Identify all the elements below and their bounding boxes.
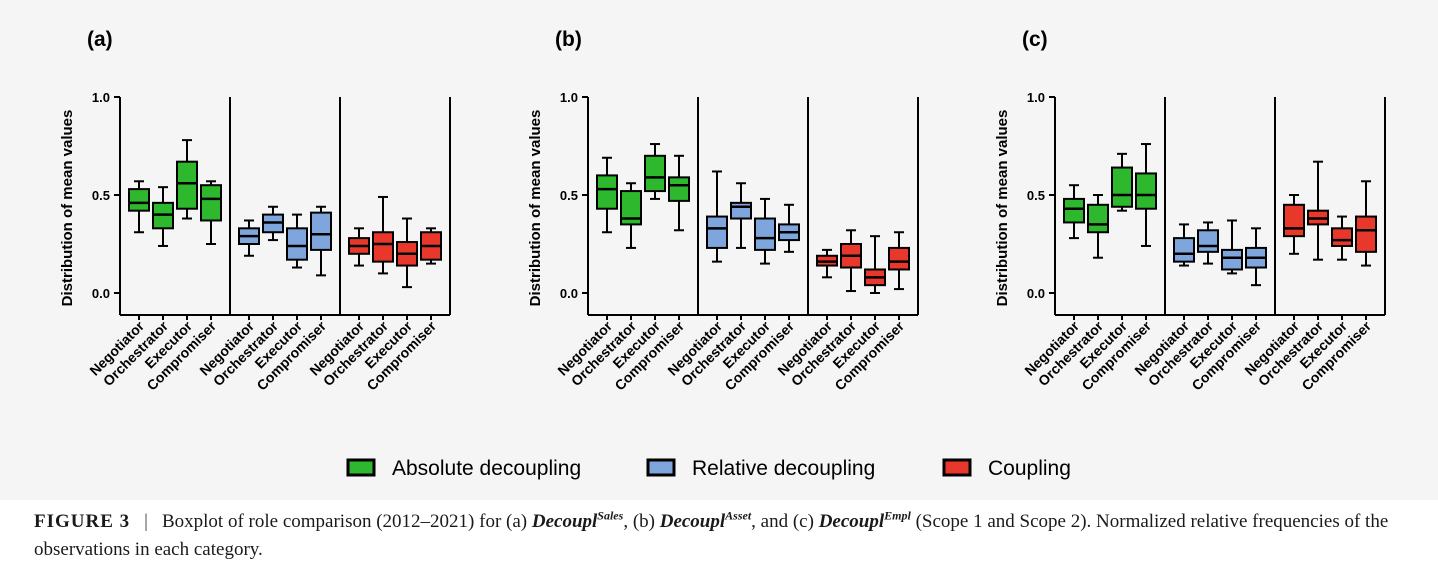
- panel-1: (a)Distribution of mean values 0.00.51.0N…: [59, 28, 451, 393]
- iqr-box: [372, 231, 394, 263]
- figure-area: (a) Distribution of mean values 0.0 0.5 1.0 N…: [59, 28, 1386, 480]
- y-tick-label: 0.5: [560, 188, 578, 203]
- iqr-box: [596, 174, 618, 210]
- y-axis-title: Distribution of mean values: [527, 110, 544, 307]
- legend-swatch: [346, 458, 376, 477]
- iqr-box: [1355, 215, 1377, 253]
- iqr-box: [668, 176, 690, 202]
- iqr-box: [310, 211, 332, 251]
- caption-text-1: Boxplot of role comparison (2012–2021) f…: [161, 511, 532, 532]
- y-axis-title: Distribution of mean values: [994, 110, 1011, 307]
- figure-caption: FIGURE 3 | Boxplot of role comparison (201…: [34, 508, 1414, 564]
- iqr-box: [176, 160, 198, 210]
- iqr-box: [754, 217, 776, 251]
- iqr-box: [1087, 203, 1109, 234]
- iqr-box: [128, 188, 150, 212]
- caption-sup-a: Sales: [597, 508, 624, 523]
- y-tick-label: 0.5: [1027, 188, 1045, 203]
- iqr-box: [888, 246, 910, 271]
- iqr-box: [1111, 166, 1133, 208]
- y-tick-label: 0.0: [1027, 286, 1045, 301]
- y-axis-title: Distribution of mean values: [59, 110, 76, 307]
- caption-text-3: , and (c): [751, 511, 819, 532]
- legend-swatch: [646, 458, 676, 477]
- caption-text-4: (Scope 1 and Scope 2). Normalized relati…: [34, 511, 1389, 560]
- y-tick-label: 1.0: [560, 90, 578, 105]
- caption-sup-b: Asset: [725, 508, 752, 523]
- caption-var-b: Decoupl: [659, 511, 726, 532]
- legend: Absolute decoupling Relative decoupling Co…: [346, 457, 1071, 480]
- caption-separator: |: [144, 511, 148, 532]
- legend-label: Relative decoupling: [692, 457, 875, 480]
- y-tick-label: 1.0: [1027, 90, 1045, 105]
- caption-var-a: Decoupl: [531, 511, 598, 532]
- panel-2: (b)Distribution of mean values 0.00.51.0N…: [527, 28, 919, 393]
- iqr-box: [286, 227, 308, 261]
- iqr-box: [620, 190, 642, 226]
- panel-label: (b): [555, 28, 582, 51]
- legend-item-2: Relative decoupling: [646, 457, 875, 480]
- legend-item-3: Coupling: [942, 457, 1071, 480]
- panel-label: (c): [1022, 28, 1048, 51]
- boxplot-figure: (a)Distribution of mean values 0.00.51.0N…: [59, 28, 1386, 480]
- iqr-box: [1135, 172, 1157, 210]
- caption-sup-c: Empl: [884, 508, 911, 523]
- iqr-box: [1221, 248, 1243, 271]
- iqr-box: [1063, 197, 1085, 224]
- iqr-box: [1173, 237, 1195, 263]
- legend-label: Coupling: [988, 457, 1071, 480]
- iqr-box: [706, 215, 728, 249]
- iqr-box: [730, 201, 752, 220]
- y-tick-label: 0.5: [92, 188, 110, 203]
- iqr-box: [1331, 227, 1353, 247]
- iqr-box: [1283, 203, 1305, 238]
- caption-text-2: , (b): [623, 511, 660, 532]
- legend-swatch: [942, 458, 972, 477]
- iqr-box: [200, 184, 222, 222]
- caption-figure-label: FIGURE 3: [34, 511, 131, 532]
- panel-label: (a): [87, 28, 113, 51]
- y-tick-label: 0.0: [92, 286, 110, 301]
- panel-3: (c)Distribution of mean values 0.00.51.0N…: [994, 28, 1386, 393]
- legend-label: Absolute decoupling: [392, 457, 581, 480]
- iqr-box: [644, 154, 666, 193]
- y-tick-label: 0.0: [560, 286, 578, 301]
- iqr-box: [1197, 229, 1219, 253]
- legend-item-1: Absolute decoupling: [346, 457, 581, 480]
- caption-var-c: Decoupl: [818, 511, 885, 532]
- y-tick-label: 1.0: [92, 90, 110, 105]
